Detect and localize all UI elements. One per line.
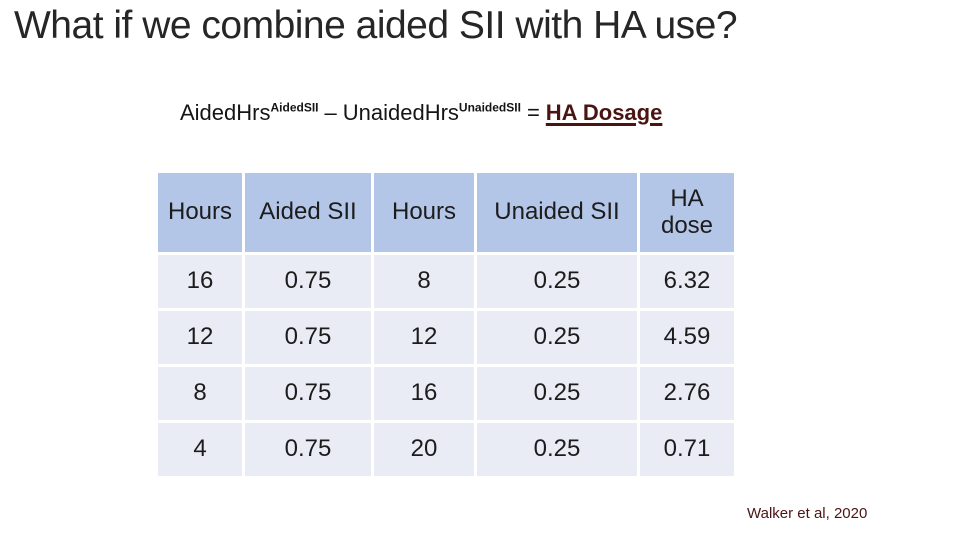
- table-cell: 16: [158, 255, 242, 308]
- table-cell: 0.75: [245, 367, 371, 420]
- table-cell: 0.71: [640, 423, 734, 476]
- table-cell: 4: [158, 423, 242, 476]
- table-cell: 0.75: [245, 255, 371, 308]
- table-header-cell: Hours: [158, 173, 242, 252]
- table-cell: 4.59: [640, 311, 734, 364]
- table-cell: 8: [158, 367, 242, 420]
- formula-term2-base: UnaidedHrs: [342, 100, 459, 125]
- table-cell: 0.25: [477, 311, 637, 364]
- formula-term1-superscript: AidedSII: [270, 100, 319, 115]
- formula-equals-sign: =: [526, 100, 540, 125]
- table-cell: 0.25: [477, 367, 637, 420]
- table-header-cell: HA dose: [640, 173, 734, 252]
- dosage-table: Hours Aided SII Hours Unaided SII HA dose 16…: [155, 170, 737, 479]
- table-cell: 8: [374, 255, 474, 308]
- table-header-cell: Aided SII: [245, 173, 371, 252]
- slide-title: What if we combine aided SII with HA use…: [14, 4, 738, 47]
- table-header-row: Hours Aided SII Hours Unaided SII HA dose: [158, 173, 734, 252]
- formula-minus-operator: –: [324, 100, 337, 125]
- dosage-table-header: Hours Aided SII Hours Unaided SII HA dose: [158, 173, 734, 252]
- table-row: 8 0.75 16 0.25 2.76: [158, 367, 734, 420]
- table-cell: 0.75: [245, 311, 371, 364]
- table-cell: 0.25: [477, 423, 637, 476]
- table-cell: 12: [374, 311, 474, 364]
- table-cell: 2.76: [640, 367, 734, 420]
- formula: AidedHrsAidedSII – UnaidedHrsUnaidedSII = HA…: [180, 100, 662, 126]
- citation: Walker et al, 2020: [747, 505, 868, 522]
- table-cell: 6.32: [640, 255, 734, 308]
- formula-term2-superscript: UnaidedSII: [458, 100, 521, 115]
- dosage-table-body: 16 0.75 8 0.25 6.32 12 0.75 12 0.25 4.59 8 0.75 16 0.…: [158, 255, 734, 476]
- table-cell: 20: [374, 423, 474, 476]
- table-cell: 0.25: [477, 255, 637, 308]
- table-cell: 12: [158, 311, 242, 364]
- table-row: 16 0.75 8 0.25 6.32: [158, 255, 734, 308]
- formula-term1-base: AidedHrs: [180, 100, 271, 125]
- table-row: 4 0.75 20 0.25 0.71: [158, 423, 734, 476]
- table-cell: 0.75: [245, 423, 371, 476]
- formula-result: HA Dosage: [545, 100, 663, 125]
- table-row: 12 0.75 12 0.25 4.59: [158, 311, 734, 364]
- table-cell: 16: [374, 367, 474, 420]
- table-header-cell: Unaided SII: [477, 173, 637, 252]
- table-header-cell: Hours: [374, 173, 474, 252]
